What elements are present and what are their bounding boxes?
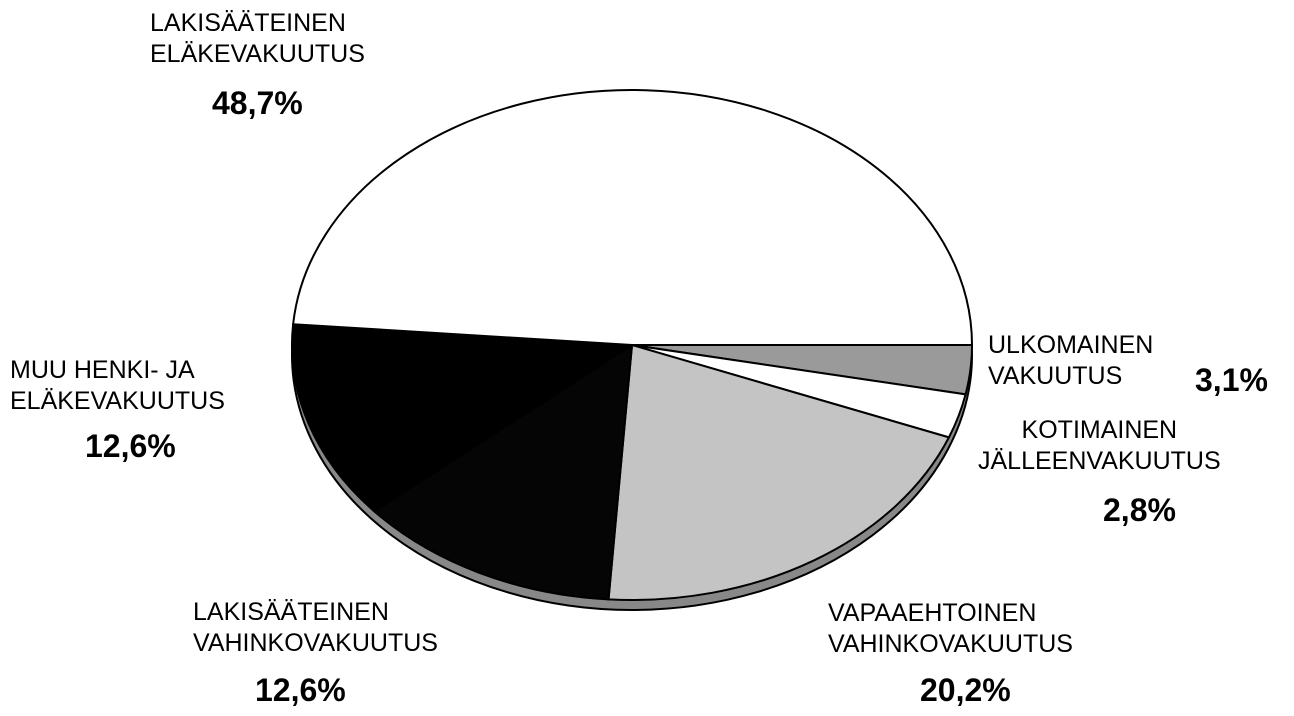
slice-label: LAKISÄÄTEINEN VAHINKOVAKUUTUS — [193, 598, 438, 657]
slice-value-label: 2,8% — [1103, 492, 1176, 528]
slice-value-label: 12,6% — [255, 672, 346, 708]
slice-value-label: 20,2% — [920, 672, 1011, 708]
pie-slice — [291, 323, 636, 513]
slice-label: VAPAAEHTOINEN VAHINKOVAKUUTUS — [828, 599, 1073, 658]
slice-value-label: 48,7% — [212, 85, 303, 121]
slice-label: ULKOMAINEN VAKUUTUS — [988, 331, 1154, 390]
slice-label: LAKISÄÄTEINEN ELÄKEVAKUUTUS — [150, 9, 365, 68]
slice-label: MUU HENKI- JA ELÄKEVAKUUTUS — [10, 356, 225, 415]
slice-value-label: 12,6% — [85, 428, 176, 464]
slice-label: KOTIMAINEN JÄLLEENVAKUUTUS — [978, 416, 1221, 475]
slice-value-label: 3,1% — [1195, 362, 1268, 398]
pie-slice — [607, 343, 951, 601]
pie-slice — [372, 343, 634, 601]
pie-slice — [292, 89, 974, 346]
